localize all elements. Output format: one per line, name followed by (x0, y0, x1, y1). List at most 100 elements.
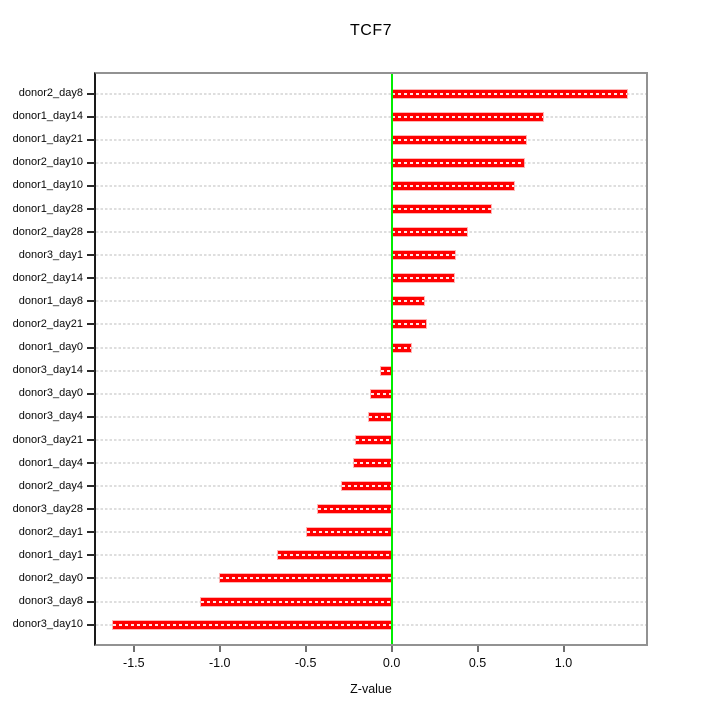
y-tick (87, 438, 95, 441)
bar-row (87, 267, 646, 290)
y-label-donor2_day0: donor2_day0 (18, 572, 83, 585)
bar-donor3_day8 (200, 597, 392, 606)
bar-donor3_day1 (391, 251, 456, 260)
y-label-donor2_day28: donor2_day28 (12, 225, 83, 238)
y-tick (87, 577, 95, 580)
bar-row (87, 151, 646, 174)
x-tick (304, 646, 307, 652)
bar-dash-overlay (391, 346, 411, 349)
grid-line (96, 138, 646, 141)
bar-donor3_day28 (317, 505, 392, 514)
bar-row (87, 452, 646, 475)
y-label-donor2_day1: donor2_day1 (18, 525, 83, 538)
y-label-donor3_day21: donor3_day21 (12, 433, 83, 446)
y-tick (87, 462, 95, 464)
y-tick (87, 485, 95, 488)
bar-dash-overlay (278, 554, 392, 557)
y-tick (87, 323, 95, 326)
y-label-donor2_day14: donor2_day14 (12, 271, 83, 284)
y-tick (87, 277, 95, 280)
grid-line (96, 369, 646, 372)
bar-donor2_day8 (391, 89, 628, 98)
bar-dash-overlay (381, 369, 392, 372)
bar-dash-overlay (371, 392, 392, 395)
bar-donor1_day4 (353, 459, 392, 467)
y-label-donor1_day28: donor1_day28 (12, 202, 83, 215)
zero-reference-line (390, 74, 393, 644)
grid-line (96, 323, 646, 326)
bar-row (87, 336, 646, 359)
bar-row (87, 128, 646, 151)
x-tick (476, 646, 479, 652)
bar-row (87, 290, 646, 313)
bar-row (87, 590, 646, 613)
bar-dash-overlay (391, 231, 468, 234)
bar-row (87, 382, 646, 405)
bar-donor3_day14 (381, 366, 392, 375)
y-tick (87, 415, 95, 418)
bar-dash-overlay (355, 438, 392, 441)
bar-row (87, 567, 646, 590)
y-tick (87, 600, 95, 603)
bar-row (87, 82, 646, 105)
y-tick (87, 369, 95, 372)
x-tick-label: -1.0 (208, 656, 231, 670)
x-tick (132, 646, 135, 652)
x-tick-label: 1.0 (554, 656, 573, 670)
x-tick (218, 646, 221, 652)
y-tick (87, 92, 95, 95)
x-axis-title: Z-value (350, 682, 392, 696)
bar-dash-overlay (317, 508, 392, 511)
y-label-donor3_day28: donor3_day28 (12, 502, 83, 515)
bar-row (87, 197, 646, 220)
grid-line (96, 277, 646, 280)
bar-donor1_day0 (391, 343, 411, 352)
bar-dash-overlay (341, 485, 392, 488)
y-tick (87, 392, 95, 395)
y-label-donor3_day14: donor3_day14 (12, 364, 83, 377)
bar-dash-overlay (219, 577, 392, 580)
grid-line (96, 92, 646, 95)
y-label-donor1_day8: donor1_day8 (18, 294, 83, 307)
bar-donor1_day28 (391, 204, 492, 213)
y-label-donor2_day8: donor2_day8 (18, 87, 83, 99)
grid-line (96, 207, 646, 210)
y-tick (87, 115, 95, 118)
y-tick (87, 300, 95, 303)
chart-title: TCF7 (350, 22, 392, 39)
bar-dash-overlay (391, 254, 456, 257)
bar-row (87, 174, 646, 197)
y-tick (87, 184, 95, 187)
bar-donor1_day14 (391, 112, 543, 121)
bar-donor1_day1 (278, 551, 392, 560)
bar-donor2_day21 (391, 320, 426, 329)
y-label-donor1_day21: donor1_day21 (12, 133, 83, 146)
bar-dash-overlay (391, 138, 526, 141)
bar-dash-overlay (391, 207, 492, 210)
y-tick (87, 531, 95, 534)
bar-dash-overlay (391, 115, 543, 118)
grid-line (96, 300, 646, 303)
bar-row (87, 521, 646, 544)
y-label-donor2_day4: donor2_day4 (18, 479, 83, 492)
bar-dash-overlay (353, 462, 392, 464)
y-tick (87, 508, 95, 511)
bar-row (87, 221, 646, 244)
y-tick (87, 554, 95, 557)
bar-dash-overlay (113, 623, 392, 626)
y-label-donor3_day4: donor3_day4 (18, 410, 83, 423)
plot-area (87, 72, 648, 646)
bar-donor3_day4 (369, 412, 392, 421)
bar-dash-overlay (307, 531, 392, 534)
bar-row (87, 244, 646, 267)
x-tick-label: -0.5 (294, 656, 317, 670)
y-label-donor1_day4: donor1_day4 (18, 456, 83, 469)
bar-dash-overlay (369, 415, 392, 418)
bar-row (87, 313, 646, 336)
bar-row (87, 498, 646, 521)
grid-line (96, 184, 646, 187)
bar-dash-overlay (391, 277, 454, 280)
bar-dash-overlay (391, 323, 426, 326)
bar-row (87, 613, 646, 636)
